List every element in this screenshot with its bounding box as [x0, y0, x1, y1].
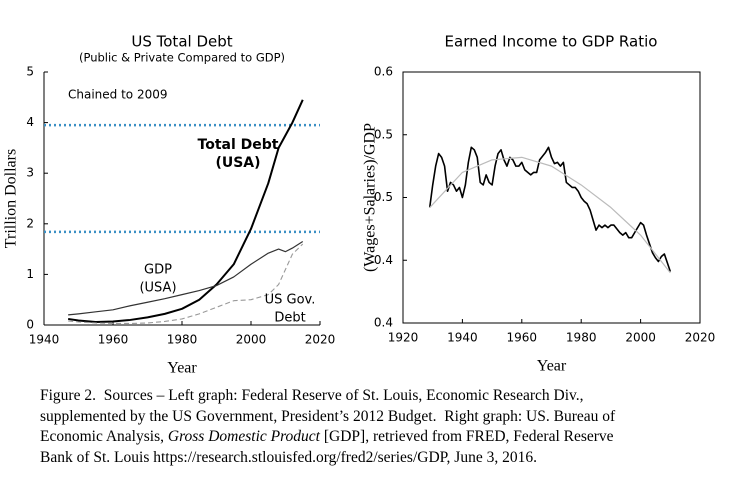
- x-axis-label: Year: [537, 358, 567, 375]
- series-line: [429, 156, 671, 274]
- caption-line: Economic Analysis, Gross Domestic Produc…: [40, 427, 730, 448]
- caption-line: Bank of St. Louis https://research.stlou…: [40, 448, 730, 469]
- chart-title: US Total Debt: [131, 33, 232, 51]
- x-tick-label: 2000: [236, 333, 267, 347]
- chart-subtitle: (Public & Private Compared to GDP): [79, 51, 285, 65]
- x-tick-label: 1920: [388, 331, 419, 345]
- series-label: GDP: [144, 263, 172, 278]
- x-tick-label: 2020: [685, 331, 716, 345]
- y-axis-label: Trillion Dollars: [3, 149, 20, 248]
- figure: US Total Debt(Public & Private Compared …: [3, 33, 716, 377]
- caption-line: Figure 2. Sources – Left graph: Federal …: [40, 386, 730, 407]
- caption-text: supplemented by the US Government, Presi…: [40, 407, 616, 425]
- y-tick-label: 5: [26, 65, 34, 79]
- x-tick-label: 1980: [167, 333, 198, 347]
- caption-line: supplemented by the US Government, Presi…: [40, 407, 730, 428]
- series-label: (USA): [139, 281, 176, 296]
- y-tick-label: 0.5: [374, 190, 393, 204]
- series-line: [68, 241, 304, 316]
- x-tick-label: 1980: [566, 331, 597, 345]
- x-tick-label: 2020: [305, 333, 336, 347]
- x-tick-label: 1960: [98, 333, 129, 347]
- y-tick-label: 1: [26, 267, 34, 281]
- chart-title: Earned Income to GDP Ratio: [445, 33, 658, 51]
- x-tick-label: 1940: [447, 331, 478, 345]
- series-line: [68, 243, 304, 325]
- y-axis-label: (Wages+Salaries)/GDP: [362, 123, 379, 272]
- series-label: Total Debt: [198, 137, 279, 153]
- series-label: Debt: [274, 311, 305, 326]
- x-tick-label: 1940: [29, 333, 60, 347]
- annotation: Chained to 2009: [68, 88, 168, 102]
- y-tick-label: 0.6: [374, 65, 393, 79]
- plot-frame: [402, 71, 701, 324]
- y-tick-label: 0.4: [374, 253, 393, 267]
- series-label: (USA): [215, 155, 260, 171]
- caption-text: Bank of St. Louis https://research.stlou…: [40, 448, 537, 466]
- caption-text: Figure 2. Sources – Left graph: Federal …: [40, 387, 584, 404]
- y-tick-label: 0.5: [374, 127, 393, 141]
- y-tick-label: 0: [26, 318, 34, 332]
- caption-text: Gross Domestic Product: [167, 428, 320, 445]
- y-tick-label: 2: [26, 216, 34, 230]
- x-tick-label: 2000: [625, 331, 656, 345]
- series-line: [68, 99, 304, 323]
- caption-text: [GDP], retrieved from FRED, Federal Rese…: [320, 428, 614, 445]
- y-tick-label: 0.4: [374, 316, 393, 330]
- x-axis-label: Year: [167, 360, 197, 377]
- caption-text: Economic Analysis,: [40, 428, 168, 445]
- series-label: US Gov.: [265, 293, 316, 308]
- y-tick-label: 4: [26, 115, 34, 129]
- x-tick-label: 1960: [507, 331, 538, 345]
- caption: Figure 2. Sources – Left graph: Federal …: [40, 386, 730, 468]
- y-tick-label: 3: [26, 166, 34, 180]
- series-line: [428, 146, 672, 272]
